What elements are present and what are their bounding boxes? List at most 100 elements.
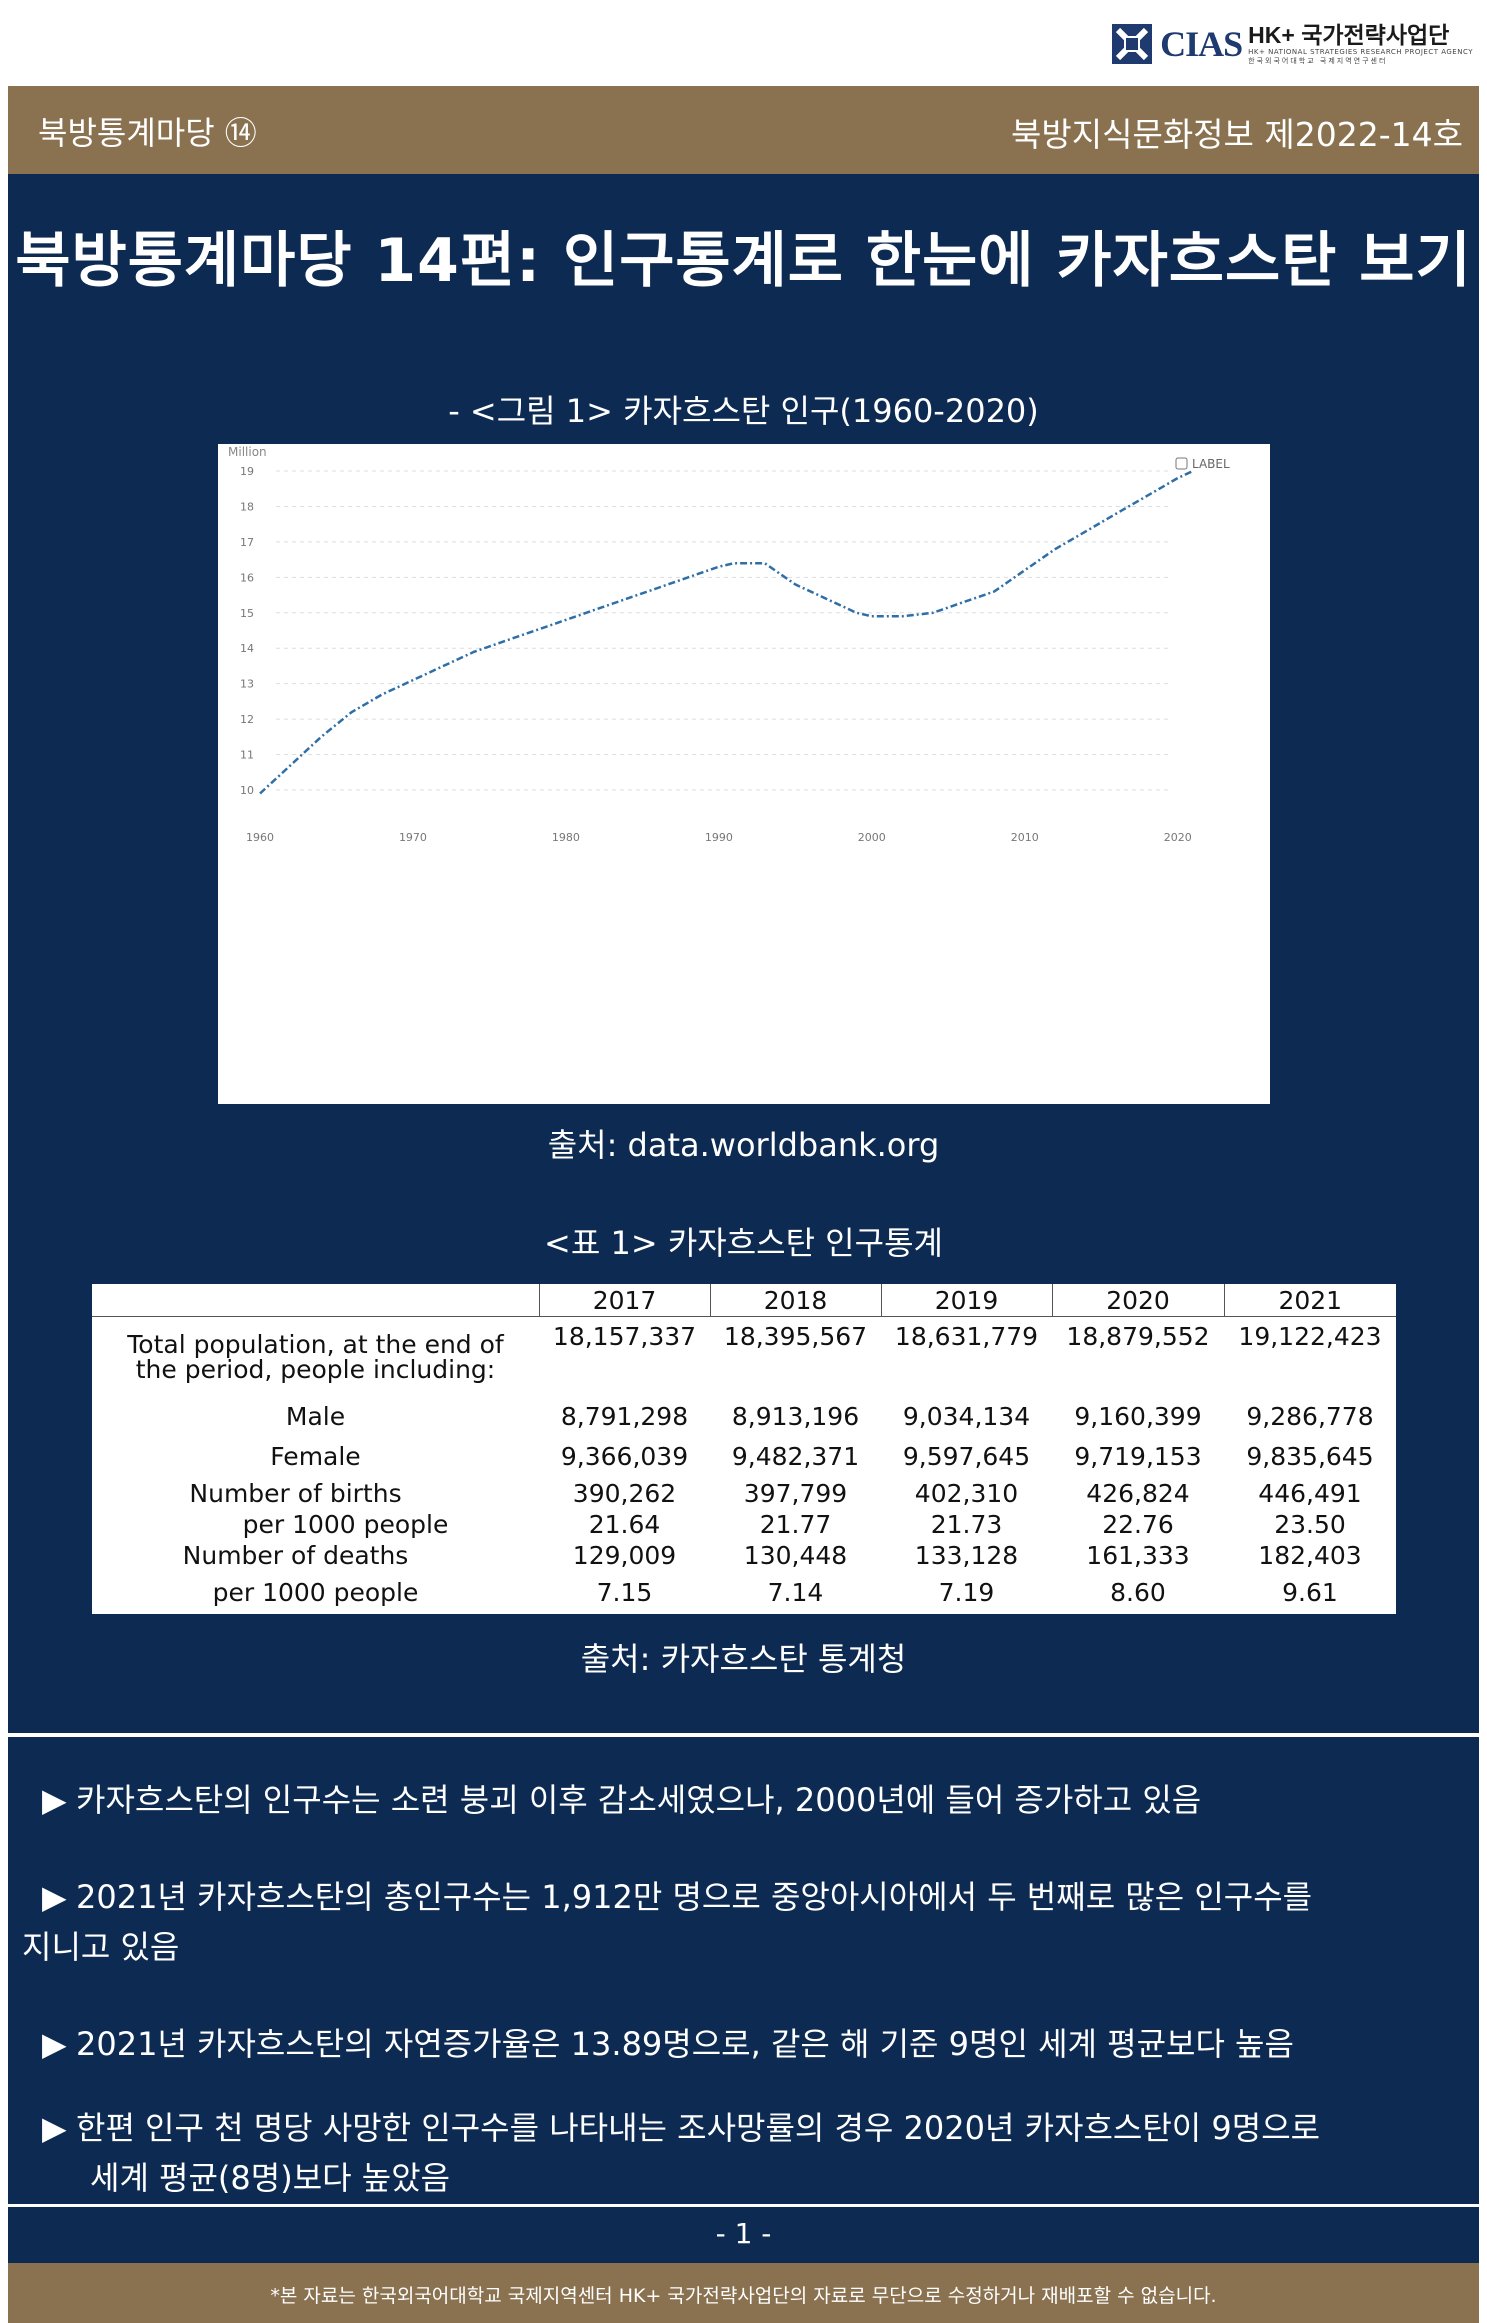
bullet-3: ▶ 2021년 카자흐스탄의 자연증가율은 13.89명으로, 같은 해 기준 9…	[22, 2019, 1462, 2069]
table-cell: 9,719,153	[1074, 1442, 1202, 1471]
table-cell: 21.64	[588, 1510, 661, 1539]
table-cell: 8,913,196	[731, 1402, 860, 1431]
bullet-arrow-icon: ▶	[42, 2109, 67, 2147]
table-cell: 18,879,552	[1066, 1322, 1210, 1351]
table-header-year: 2020	[1051, 1284, 1225, 1317]
y-tick-label: 17	[240, 536, 254, 549]
table-header-blank	[92, 1284, 540, 1317]
table-cell: 18,395,567	[723, 1322, 868, 1351]
table-row: per 1000 people 21.64 21.77 21.73 22.76 …	[92, 1510, 1396, 1540]
row-label: Male	[285, 1402, 346, 1431]
table-cell: 9,597,645	[902, 1442, 1031, 1471]
table-row: Number of births 390,262 397,799 402,310…	[92, 1477, 1396, 1510]
table-cell: 18,631,779	[894, 1322, 1039, 1351]
table-cell: 397,799	[743, 1478, 848, 1508]
table-cell: 9,366,039	[560, 1442, 689, 1471]
bullet-text: 카자흐스탄의 인구수는 소련 붕괴 이후 감소세였으나, 2000년에 들어 증…	[76, 1781, 1202, 1819]
x-tick-label: 2000	[858, 831, 886, 844]
row-label: Number of births	[189, 1478, 402, 1508]
divider	[8, 1733, 1479, 1737]
table-source: 출처: 카자흐스탄 통계청	[580, 1640, 907, 1678]
population-table: 2017 2018 2019 2020 2021 Total populatio…	[92, 1284, 1396, 1614]
y-tick-label: 15	[240, 607, 254, 620]
bullet-2: ▶ 2021년 카자흐스탄의 총인구수는 1,912만 명으로 중앙아시아에서 두…	[22, 1872, 1462, 1972]
y-tick-label: 18	[240, 500, 254, 513]
legend-checkbox-icon	[1175, 457, 1188, 470]
table-header-year: 2021	[1223, 1284, 1396, 1317]
x-tick-label: 1970	[399, 831, 427, 844]
table-cell: 7.19	[938, 1578, 995, 1607]
page-title: 북방통계마당 14편: 인구통계로 한눈에 카자흐스탄 보기	[15, 226, 1472, 296]
table-cell: 446,491	[1258, 1478, 1362, 1508]
table-cell: 130,448	[743, 1541, 848, 1570]
table-cell: 402,310	[914, 1478, 1019, 1508]
logo-cias-text: CIAS	[1160, 24, 1243, 64]
row-label: per 1000 people	[242, 1510, 449, 1539]
table-cell: 21.73	[930, 1510, 1003, 1539]
cias-logo: CIAS HK+ 국가전략사업단 HK+ NATIONAL STRATEGIES…	[1110, 16, 1473, 72]
x-tick-label: 1980	[552, 831, 580, 844]
table-cell: 9,286,778	[1246, 1402, 1374, 1431]
page-number-bar: - 1 -	[8, 2207, 1479, 2263]
x-tick-label: 2020	[1164, 831, 1192, 844]
bullet-4: ▶ 한편 인구 천 명당 사망한 인구수를 나타내는 조사망률의 경우 2020년…	[22, 2103, 1462, 2203]
table-cell: 8,791,298	[560, 1402, 689, 1431]
footer-band: *본 자료는 한국외국어대학교 국제지역센터 HK+ 국가전략사업단의 자료로 …	[8, 2263, 1479, 2323]
table-cell: 8.60	[1110, 1578, 1166, 1607]
series-band: 북방통계마당 ⑭ 북방지식문화정보 제2022-14호	[8, 86, 1479, 174]
table-cell: 9,034,134	[902, 1402, 1031, 1431]
table-cell: 390,262	[572, 1478, 677, 1508]
legend-label: LABEL	[1192, 457, 1230, 471]
table-header-year: 2019	[880, 1284, 1053, 1317]
row-label: Female	[270, 1442, 361, 1471]
top-header: CIAS HK+ 국가전략사업단 HK+ NATIONAL STRATEGIES…	[0, 0, 1487, 86]
x-tick-label: 1960	[246, 831, 274, 844]
table-cell: 9,160,399	[1074, 1402, 1202, 1431]
x-tick-label: 2010	[1011, 831, 1039, 844]
x-tick-label: 1990	[705, 831, 733, 844]
population-series-line	[259, 469, 1194, 795]
logo-hk-text: HK+ 국가전략사업단	[1248, 22, 1450, 48]
bullet-arrow-icon: ▶	[42, 1781, 67, 1819]
row-label: per 1000 people	[212, 1578, 419, 1607]
bullet-text-continued: 세계 평균(8명)보다 높았음	[90, 2159, 451, 2197]
table-cell: 182,403	[1258, 1541, 1362, 1570]
page-number: - 1 -	[715, 2217, 772, 2250]
logo-sub-korean: 한국외국어대학교 국제지역연구센터	[1248, 57, 1388, 65]
main-panel: 북방통계마당 14편: 인구통계로 한눈에 카자흐스탄 보기 - <그림 1> …	[8, 174, 1479, 1733]
table-header-year: 2017	[538, 1284, 711, 1317]
y-tick-label: 16	[240, 571, 254, 584]
table-cell: 9,482,371	[731, 1442, 860, 1471]
summary-bullets: ▶ 카자흐스탄의 인구수는 소련 붕괴 이후 감소세였으나, 2000년에 들어 …	[8, 1737, 1479, 2204]
table-row: per 1000 people 7.15 7.14 7.19 8.60 9.61	[92, 1572, 1396, 1614]
population-chart: Million 10 11 12 13 14 15 16 17 18 19 1960 1970 1980 1…	[218, 444, 1270, 1104]
bullet-arrow-icon: ▶	[42, 1878, 67, 1916]
y-tick-label: 19	[240, 465, 254, 478]
table-cell: 22.76	[1102, 1510, 1174, 1539]
table-row: Female 9,366,039 9,482,371 9,597,645 9,7…	[92, 1437, 1396, 1477]
table-header-row: 2017 2018 2019 2020 2021	[92, 1284, 1396, 1317]
table-cell: 426,824	[1086, 1478, 1190, 1508]
issue-label: 북방지식문화정보 제2022-14호	[1011, 115, 1463, 154]
y-tick-label: 11	[240, 749, 254, 762]
table-cell: 7.14	[767, 1578, 824, 1607]
table-cell: 21.77	[759, 1510, 832, 1539]
figure-caption: - <그림 1> 카자흐스탄 인구(1960-2020)	[448, 392, 1039, 430]
y-tick-label: 14	[240, 642, 254, 655]
divider	[8, 2204, 1479, 2207]
series-label: 북방통계마당 ⑭	[38, 114, 257, 152]
bullet-arrow-icon: ▶	[42, 2025, 67, 2063]
bullet-text-continued: 지니고 있음	[22, 1928, 180, 1966]
table-row: Total population, at the end of the peri…	[92, 1317, 1396, 1397]
row-label: Number of deaths	[182, 1541, 409, 1570]
table-cell: 161,333	[1086, 1541, 1190, 1570]
table-cell: 129,009	[572, 1541, 677, 1570]
table-cell: 9,835,645	[1246, 1442, 1374, 1471]
logo-sub-english: HK+ NATIONAL STRATEGIES RESEARCH PROJECT…	[1248, 48, 1473, 56]
table-cell: 133,128	[914, 1541, 1019, 1570]
table-cell: 19,122,423	[1238, 1322, 1382, 1351]
y-tick-label: 10	[240, 784, 254, 797]
y-tick-label: 13	[240, 678, 254, 691]
population-line-chart: Million 10 11 12 13 14 15 16 17 18 19 1960 1970 1980 1…	[228, 445, 1230, 844]
table-row: Number of deaths 129,009 130,448 133,128…	[92, 1540, 1396, 1572]
